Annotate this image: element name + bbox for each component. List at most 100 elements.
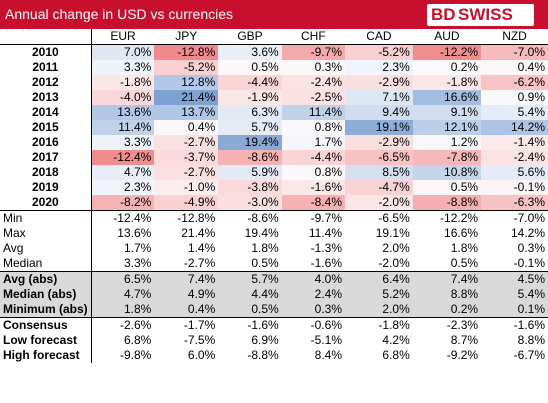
- years-cell[interactable]: -12.8%: [154, 44, 219, 60]
- abs-cell[interactable]: 5.7%: [218, 271, 282, 287]
- abs-cell[interactable]: 7.4%: [154, 271, 219, 287]
- years-cell[interactable]: 0.4%: [154, 120, 219, 135]
- header-chf[interactable]: CHF: [281, 29, 345, 45]
- years-cell[interactable]: 19.1%: [345, 120, 413, 135]
- years-cell[interactable]: 12.8%: [154, 75, 219, 90]
- forecasts-cell[interactable]: -7.5%: [183, 333, 216, 347]
- years-cell[interactable]: -8.8%: [412, 195, 482, 211]
- years-cell[interactable]: 14.2%: [481, 120, 548, 135]
- abs-cell[interactable]: 4.7%: [91, 287, 155, 302]
- years-cell[interactable]: -1.9%: [218, 90, 282, 105]
- years-cell[interactable]: 10.8%: [412, 165, 482, 180]
- stats-label[interactable]: Max: [0, 226, 92, 241]
- years-cell[interactable]: 0.8%: [281, 120, 345, 135]
- stats-cell[interactable]: -2.0%: [378, 256, 410, 270]
- forecasts-cell[interactable]: -8.8%: [247, 348, 279, 362]
- years-label[interactable]: 2019: [0, 180, 92, 195]
- years-cell[interactable]: -2.5%: [281, 90, 345, 105]
- years-cell[interactable]: 0.8%: [281, 165, 345, 180]
- years-cell[interactable]: -4.4%: [218, 75, 282, 90]
- forecasts-cell[interactable]: -9.2%: [446, 348, 479, 362]
- stats-cell[interactable]: 11.4%: [308, 226, 342, 240]
- abs-cell[interactable]: 7.4%: [412, 271, 482, 287]
- stats-cell[interactable]: 0.5%: [251, 256, 279, 270]
- stats-cell[interactable]: -12.4%: [91, 210, 155, 226]
- forecasts-cell[interactable]: -5.1%: [310, 333, 342, 347]
- years-cell[interactable]: -6.5%: [345, 150, 413, 165]
- years-cell[interactable]: -4.9%: [154, 195, 219, 211]
- years-cell[interactable]: 13.7%: [154, 105, 219, 120]
- stats-cell[interactable]: 1.7%: [123, 241, 152, 255]
- forecasts-cell[interactable]: -1.6%: [481, 317, 548, 333]
- stats-cell[interactable]: -12.8%: [154, 210, 219, 226]
- abs-label[interactable]: Avg (abs): [0, 271, 92, 287]
- forecasts-cell[interactable]: -2.3%: [412, 317, 482, 333]
- years-cell[interactable]: -1.0%: [154, 180, 219, 195]
- stats-cell[interactable]: 14.2%: [510, 226, 545, 240]
- header-gbp[interactable]: GBP: [218, 29, 282, 45]
- years-label[interactable]: 2017: [0, 150, 92, 165]
- years-cell[interactable]: 7.1%: [345, 90, 413, 105]
- years-cell[interactable]: 19.4%: [218, 135, 282, 150]
- years-cell[interactable]: -1.8%: [91, 75, 155, 90]
- years-cell[interactable]: 0.2%: [412, 60, 482, 75]
- years-cell[interactable]: 7.0%: [91, 44, 155, 60]
- forecasts-cell[interactable]: 8.8%: [517, 333, 545, 347]
- years-cell[interactable]: 21.4%: [154, 90, 219, 105]
- stats-cell[interactable]: 21.4%: [181, 226, 216, 240]
- years-cell[interactable]: 5.4%: [481, 105, 548, 120]
- stats-cell[interactable]: 19.4%: [244, 226, 279, 240]
- abs-cell[interactable]: 4.4%: [218, 287, 282, 302]
- forecasts-label[interactable]: Low forecast: [0, 333, 92, 348]
- abs-label[interactable]: Minimum (abs): [0, 302, 92, 318]
- years-cell[interactable]: 13.6%: [91, 105, 155, 120]
- abs-cell[interactable]: 0.2%: [412, 302, 482, 318]
- years-cell[interactable]: 0.4%: [481, 60, 548, 75]
- abs-cell[interactable]: 0.4%: [154, 302, 219, 318]
- stats-cell[interactable]: -6.5%: [345, 210, 413, 226]
- years-cell[interactable]: 4.7%: [91, 165, 155, 180]
- years-cell[interactable]: 12.1%: [412, 120, 482, 135]
- years-label[interactable]: 2012: [0, 75, 92, 90]
- stats-cell[interactable]: -1.3%: [310, 241, 342, 255]
- years-cell[interactable]: -1.8%: [412, 75, 482, 90]
- years-cell[interactable]: 1.2%: [412, 135, 482, 150]
- stats-cell[interactable]: 0.3%: [517, 241, 545, 255]
- stats-label[interactable]: Min: [0, 210, 92, 226]
- abs-cell[interactable]: 4.5%: [481, 271, 548, 287]
- years-cell[interactable]: -7.8%: [412, 150, 482, 165]
- forecasts-cell[interactable]: 4.2%: [382, 333, 410, 347]
- years-cell[interactable]: -5.2%: [154, 60, 219, 75]
- forecasts-cell[interactable]: -6.7%: [513, 348, 545, 362]
- years-cell[interactable]: -2.9%: [345, 135, 413, 150]
- years-cell[interactable]: -2.4%: [481, 150, 548, 165]
- years-cell[interactable]: -4.7%: [345, 180, 413, 195]
- stats-label[interactable]: Avg: [0, 241, 92, 256]
- abs-cell[interactable]: 8.8%: [412, 287, 482, 302]
- header-nzd[interactable]: NZD: [481, 29, 548, 45]
- stats-cell[interactable]: 0.5%: [450, 256, 479, 270]
- years-cell[interactable]: -8.4%: [281, 195, 345, 211]
- years-cell[interactable]: -12.2%: [412, 44, 482, 60]
- years-cell[interactable]: -8.2%: [91, 195, 155, 211]
- years-cell[interactable]: -8.6%: [218, 150, 282, 165]
- years-cell[interactable]: -4.0%: [91, 90, 155, 105]
- years-label[interactable]: 2014: [0, 105, 92, 120]
- years-cell[interactable]: -6.2%: [481, 75, 548, 90]
- forecasts-cell[interactable]: 8.7%: [450, 333, 479, 347]
- years-cell[interactable]: 2.3%: [345, 60, 413, 75]
- years-cell[interactable]: 8.5%: [345, 165, 413, 180]
- stats-cell[interactable]: -1.6%: [310, 256, 342, 270]
- stats-cell[interactable]: -8.6%: [218, 210, 282, 226]
- forecasts-cell[interactable]: 6.8%: [123, 333, 152, 347]
- stats-cell[interactable]: 3.3%: [123, 256, 152, 270]
- abs-cell[interactable]: 4.9%: [154, 287, 219, 302]
- stats-cell[interactable]: -9.7%: [281, 210, 345, 226]
- stats-cell[interactable]: -0.1%: [513, 256, 545, 270]
- abs-label[interactable]: Median (abs): [0, 287, 92, 302]
- years-cell[interactable]: -9.7%: [281, 44, 345, 60]
- years-cell[interactable]: 3.3%: [91, 60, 155, 75]
- forecasts-cell[interactable]: -1.7%: [154, 317, 219, 333]
- years-cell[interactable]: -1.4%: [481, 135, 548, 150]
- stats-cell[interactable]: -7.0%: [481, 210, 548, 226]
